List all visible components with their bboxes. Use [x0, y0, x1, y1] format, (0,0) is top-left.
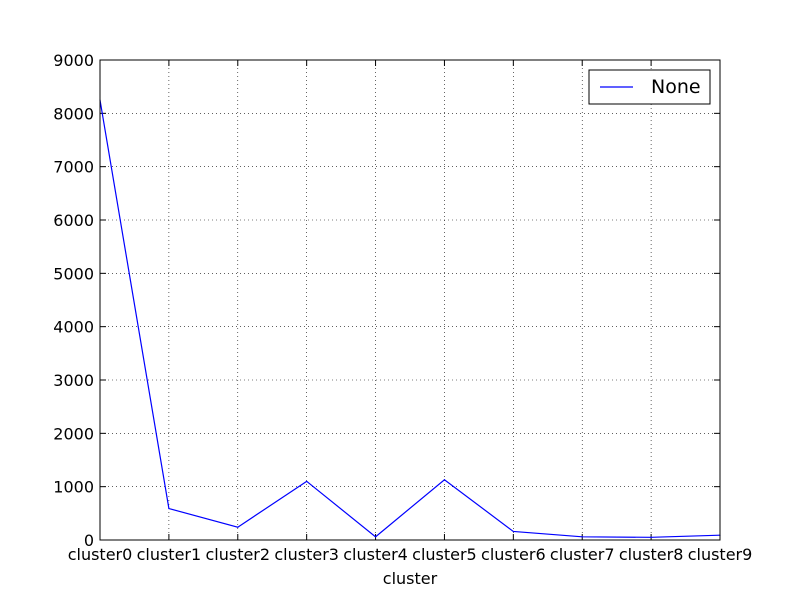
data-point — [168, 507, 170, 510]
x-tick-label: cluster8 — [619, 545, 684, 564]
y-tick-label: 8000 — [53, 104, 94, 123]
y-tick-label: 4000 — [53, 318, 94, 337]
legend: None — [588, 69, 711, 105]
legend-entry-label: None — [651, 76, 701, 98]
data-point — [443, 479, 446, 481]
data-point — [512, 530, 514, 533]
ticks: 0 1000 2000 3000 4000 5000 6000 7000 8000 9000 clu… — [53, 51, 752, 564]
x-tick-label: cluster2 — [205, 545, 270, 564]
y-tick-label: 6000 — [53, 211, 94, 230]
series-line-0 — [99, 99, 721, 538]
x-tick-label: cluster3 — [274, 545, 339, 564]
data-point — [374, 536, 377, 538]
y-tick-label: 5000 — [53, 264, 94, 283]
y-tick-label: 7000 — [53, 158, 94, 177]
x-tick-label: cluster9 — [688, 545, 753, 564]
data-point — [650, 536, 652, 538]
x-tick-label: cluster5 — [412, 545, 477, 564]
plot-area-frame — [99, 59, 721, 541]
x-tick-label: cluster0 — [68, 545, 133, 564]
grid — [100, 60, 720, 540]
x-tick-label: cluster1 — [137, 545, 202, 564]
x-tick-label: cluster7 — [550, 545, 615, 564]
data-point — [581, 536, 583, 538]
y-tick-label: 0 — [84, 531, 94, 550]
data-point — [306, 480, 308, 482]
x-tick-label: cluster4 — [343, 545, 408, 564]
x-tick-label: cluster6 — [481, 545, 546, 564]
y-tick-label: 1000 — [53, 478, 94, 497]
y-tick-label: 9000 — [53, 51, 94, 70]
y-tick-label: 3000 — [53, 371, 94, 390]
series — [99, 99, 721, 538]
x-axis-label: cluster — [383, 569, 438, 588]
y-tick-label: 2000 — [53, 424, 94, 443]
data-point — [237, 526, 239, 528]
